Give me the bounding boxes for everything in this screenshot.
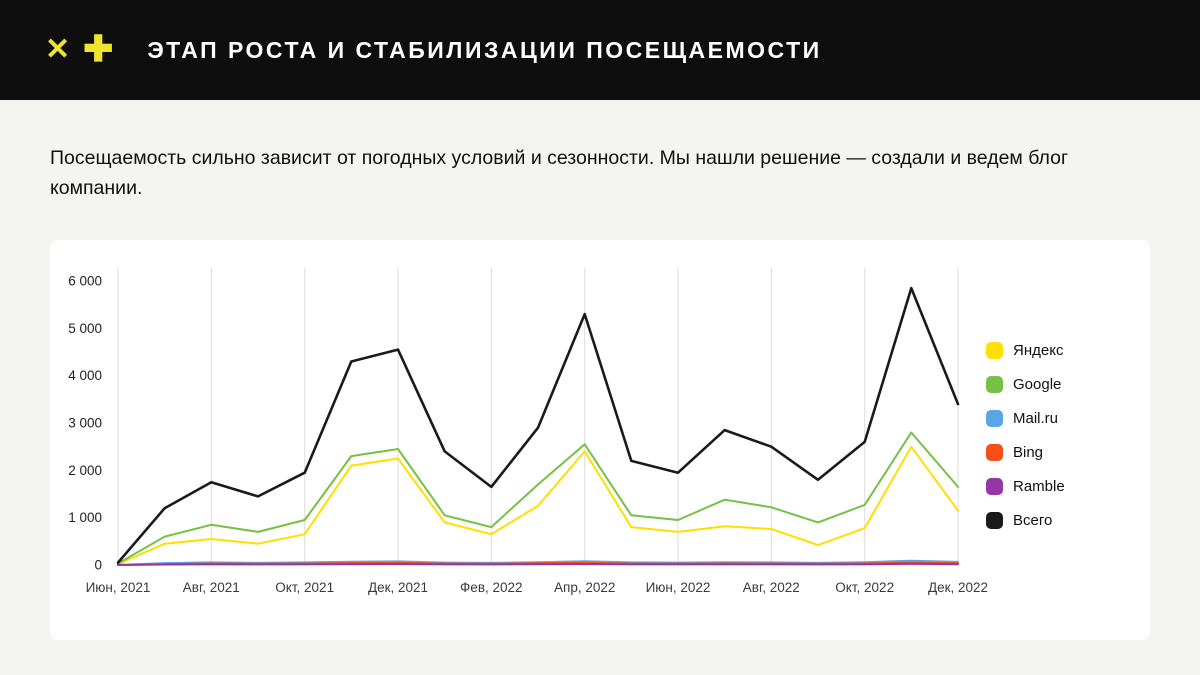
legend-swatch (986, 512, 1003, 529)
legend-label: Google (1013, 376, 1062, 393)
legend-item-2: Google (986, 376, 1065, 393)
legend-swatch (986, 478, 1003, 495)
header-bar: ✕ ✚ ЭТАП РОСТА И СТАБИЛИЗАЦИИ ПОСЕЩАЕМОС… (0, 0, 1200, 100)
intro-text: Посещаемость сильно зависит от погодных … (50, 147, 1069, 200)
legend-label: Яндекс (1013, 342, 1064, 359)
legend-label: Ramble (1013, 478, 1065, 495)
svg-text:Дек, 2022: Дек, 2022 (928, 580, 988, 595)
svg-text:4 000: 4 000 (68, 368, 102, 383)
legend-item-3: Mail.ru (986, 410, 1065, 427)
svg-text:0: 0 (94, 558, 102, 573)
svg-text:Окт, 2021: Окт, 2021 (275, 580, 334, 595)
svg-text:Окт, 2022: Окт, 2022 (835, 580, 894, 595)
legend-swatch (986, 342, 1003, 359)
svg-text:6 000: 6 000 (68, 274, 102, 289)
traffic-line-chart: Июн, 2021 Авг, 2021 Окт, 2021 Дек, 2021 Фев,… (68, 268, 988, 595)
legend-swatch (986, 410, 1003, 427)
legend-swatch (986, 444, 1003, 461)
legend-label: Всего (1013, 512, 1053, 529)
svg-text:Фев, 2022: Фев, 2022 (460, 580, 522, 595)
svg-text:Авг, 2022: Авг, 2022 (743, 580, 800, 595)
svg-text:Июн, 2021: Июн, 2021 (86, 580, 151, 595)
legend-item-4: Bing (986, 444, 1065, 461)
page-title: ЭТАП РОСТА И СТАБИЛИЗАЦИИ ПОСЕЩАЕМОСТИ (147, 36, 822, 63)
legend-item-6: Всего (986, 512, 1065, 529)
svg-text:Дек, 2021: Дек, 2021 (368, 580, 428, 595)
legend-item-1: Яндекс (986, 342, 1065, 359)
x-icon: ✕ (45, 33, 71, 66)
svg-text:3 000: 3 000 (68, 416, 102, 431)
legend-label: Bing (1013, 444, 1044, 461)
legend-item-5: Ramble (986, 478, 1065, 495)
svg-text:5 000: 5 000 (68, 321, 102, 336)
legend-label: Mail.ru (1013, 410, 1059, 427)
svg-text:Авг, 2021: Авг, 2021 (183, 580, 240, 595)
chart-card: Июн, 2021 Авг, 2021 Окт, 2021 Дек, 2021 Фев,… (50, 240, 1150, 640)
svg-text:Июн, 2022: Июн, 2022 (646, 580, 711, 595)
svg-text:Апр, 2022: Апр, 2022 (554, 580, 615, 595)
svg-text:1 000: 1 000 (68, 510, 102, 525)
plus-icon: ✚ (83, 27, 114, 69)
legend-swatch (986, 376, 1003, 393)
svg-text:2 000: 2 000 (68, 463, 102, 478)
chart-legend: Яндекс Google Mail.ru Bing Ramble Всего (986, 342, 1065, 529)
